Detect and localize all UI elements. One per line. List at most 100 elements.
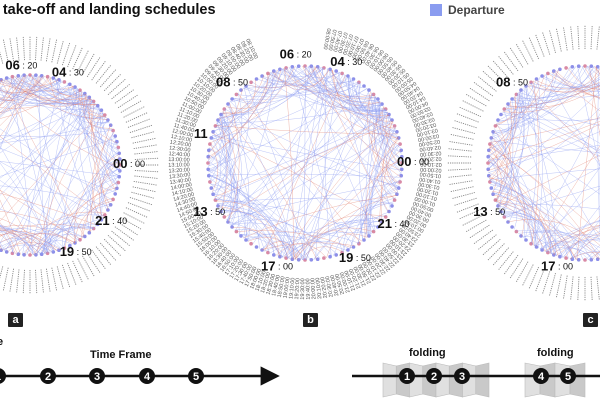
arrival-edge [488, 153, 502, 201]
ring-node [68, 243, 72, 248]
minor-tick-label: 19:30:00 [300, 278, 306, 300]
ring-node [491, 130, 495, 134]
arrival-edge [488, 123, 506, 178]
arrival-edge [534, 79, 600, 90]
minor-tick-label: 12:30:00 [169, 145, 191, 153]
tick-label-ring [497, 55, 514, 75]
tick-label-ring [451, 126, 476, 134]
departure-edge [487, 93, 518, 167]
tick-label-ring [127, 118, 151, 128]
legend-label-departure: Departure [448, 3, 505, 17]
departure-edge [261, 126, 395, 250]
arrival-edge [228, 102, 240, 223]
arrival-edge [379, 135, 399, 225]
departure-edge [489, 168, 600, 180]
minor-tick-label: 13:20:00 [168, 167, 190, 174]
departure-edge [212, 116, 391, 192]
arrival-edge [498, 154, 600, 207]
departure-edge [216, 202, 276, 256]
arrival-edge [0, 234, 17, 255]
major-label-minute: : 20 [20, 61, 38, 71]
tick-label-ring [487, 65, 505, 83]
minor-tick-label: 20:20:00 [320, 276, 329, 298]
minor-tick-label: 12:40:00 [168, 151, 190, 158]
departure-edge [534, 187, 600, 246]
arrival-edge [12, 76, 92, 107]
arrival-edge [283, 120, 393, 258]
arrival-edge [283, 68, 331, 87]
tick-label-ring [492, 60, 510, 79]
tick-label-ring [555, 27, 562, 52]
tick-label-ring [453, 119, 477, 129]
tick-label-ring [125, 112, 148, 123]
departure-edge [365, 103, 382, 237]
departure-edge [210, 183, 289, 259]
departure-edge [83, 93, 120, 178]
departure-edge [288, 127, 396, 259]
ring-node [4, 250, 9, 254]
arrival-edge [299, 246, 344, 261]
arrival-edge [380, 120, 393, 223]
tick-label-ring [77, 49, 90, 72]
departure-edge [0, 100, 94, 196]
departure-edge [226, 181, 401, 220]
major-time-label: 13 : 50 [193, 204, 225, 219]
departure-edge [280, 66, 310, 257]
departure-edge [0, 228, 84, 251]
tick-label-ring [449, 133, 474, 140]
major-label-hour: 21 [378, 216, 392, 231]
major-time-label: 04 : 30 [330, 55, 362, 70]
timeline-step-node [139, 368, 155, 384]
departure-edge [0, 88, 78, 154]
departure-edge [101, 175, 120, 219]
departure-edge [495, 124, 600, 195]
tick-label-ring [67, 262, 77, 286]
tick-label-ring [528, 36, 540, 60]
arrival-edge [0, 192, 98, 226]
tick-label-ring [125, 207, 148, 218]
tick-label-ring [120, 217, 142, 230]
minor-tick-label: 02:10:00 [420, 161, 441, 167]
departure-edge [0, 75, 23, 100]
tick-label-ring [95, 246, 112, 266]
timeline-step-node [533, 368, 549, 384]
tick-label-ring [521, 39, 534, 62]
departure-edge [222, 71, 274, 215]
departure-edge [539, 219, 600, 250]
departure-edge [216, 198, 394, 205]
ring-node [400, 161, 404, 165]
arrival-edge [576, 66, 597, 260]
departure-edge [207, 159, 281, 257]
tick-label-ring [114, 88, 135, 104]
ring-node [390, 204, 394, 208]
major-label-hour: 21 [95, 213, 109, 228]
tick-label-ring [45, 37, 51, 62]
ring-node [383, 215, 388, 219]
arrival-edge [262, 241, 298, 260]
tick-label-ring [458, 208, 482, 220]
tick-label-ring [541, 271, 551, 295]
tick-label-ring [16, 36, 20, 61]
departure-edge [8, 77, 92, 106]
arrival-edge [0, 77, 52, 115]
panel-badge-b: b [303, 313, 318, 327]
departure-edge [562, 225, 600, 258]
departure-edge [230, 101, 355, 247]
tick-label-ring [447, 148, 472, 152]
departure-edge [0, 78, 6, 90]
departure-edge [512, 97, 600, 242]
major-time-label: 13 : 50 [473, 204, 505, 219]
minor-tick-label: 08:00:00 [322, 28, 332, 50]
departure-edge [310, 66, 360, 93]
tick-label-ring [133, 180, 158, 186]
ring-node [346, 248, 350, 252]
departure-edge [208, 115, 235, 173]
departure-edge [488, 90, 521, 152]
arrival-edge [552, 224, 600, 255]
arrival-edge [373, 107, 402, 178]
ring-node [239, 234, 243, 238]
departure-edge [560, 239, 600, 258]
tick-label-ring [562, 275, 568, 300]
arrival-edge [81, 197, 114, 239]
